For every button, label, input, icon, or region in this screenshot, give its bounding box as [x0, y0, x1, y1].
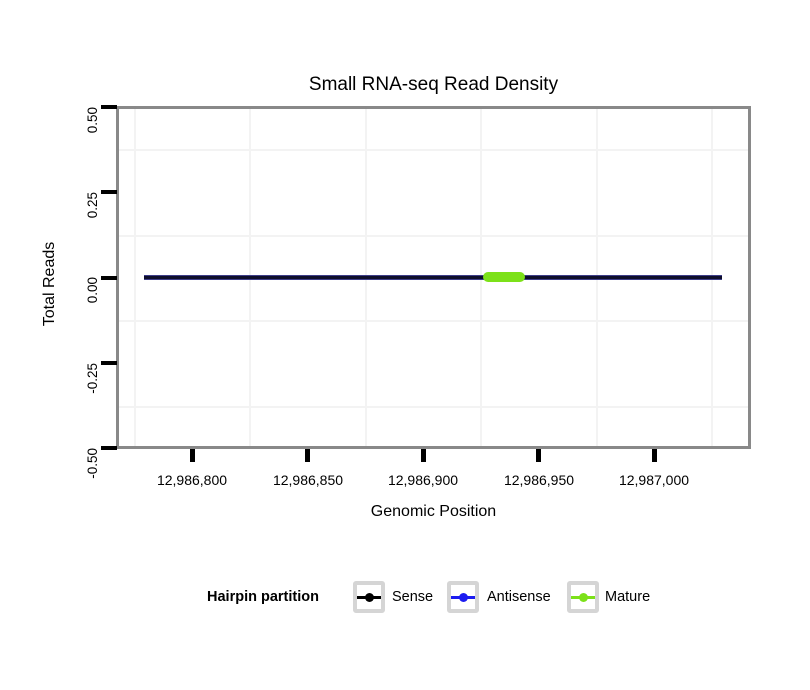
legend-key-antisense: [447, 581, 479, 613]
y-tick-label: -0.50: [85, 448, 100, 479]
y-tick: [101, 190, 117, 194]
x-tick: [421, 449, 426, 462]
y-tick-label: 0.00: [85, 277, 100, 304]
legend-title: Hairpin partition: [207, 589, 319, 605]
antisense-point-icon: [458, 592, 468, 602]
minor-gridline-h: [119, 406, 748, 408]
y-tick-label: -0.25: [85, 363, 100, 394]
minor-gridline-v: [134, 109, 136, 446]
x-tick-label: 12,986,900: [387, 472, 459, 488]
legend-label-antisense: Antisense: [487, 589, 551, 605]
x-tick: [652, 449, 657, 462]
x-tick-label: 12,986,800: [156, 472, 228, 488]
y-tick-label: 0.25: [85, 192, 100, 219]
x-tick: [536, 449, 541, 462]
plot-panel: [116, 106, 751, 449]
y-tick: [101, 105, 117, 109]
y-tick: [101, 446, 117, 450]
x-tick-label: 12,987,000: [618, 472, 690, 488]
y-tick: [101, 276, 117, 280]
x-axis-title: Genomic Position: [370, 503, 497, 520]
minor-gridline-h: [119, 235, 748, 237]
x-tick-label: 12,986,850: [272, 472, 344, 488]
minor-gridline-h: [119, 320, 748, 322]
legend-label-sense: Sense: [392, 589, 434, 605]
y-axis-title: Total Reads: [41, 241, 58, 327]
y-tick-label: 0.50: [85, 107, 100, 134]
sense-antisense-line: [144, 275, 722, 280]
legend-label-mature: Mature: [605, 589, 651, 605]
minor-gridline-h: [119, 149, 748, 151]
mature-segment: [483, 272, 525, 282]
y-tick: [101, 361, 117, 365]
legend-key-mature: [567, 581, 599, 613]
x-tick-label: 12,986,950: [503, 472, 575, 488]
x-tick: [305, 449, 310, 462]
sense-point-icon: [364, 592, 374, 602]
mature-point-icon: [578, 592, 588, 602]
x-tick: [190, 449, 195, 462]
chart-title: Small RNA-seq Read Density: [308, 74, 559, 95]
legend-key-sense: [353, 581, 385, 613]
